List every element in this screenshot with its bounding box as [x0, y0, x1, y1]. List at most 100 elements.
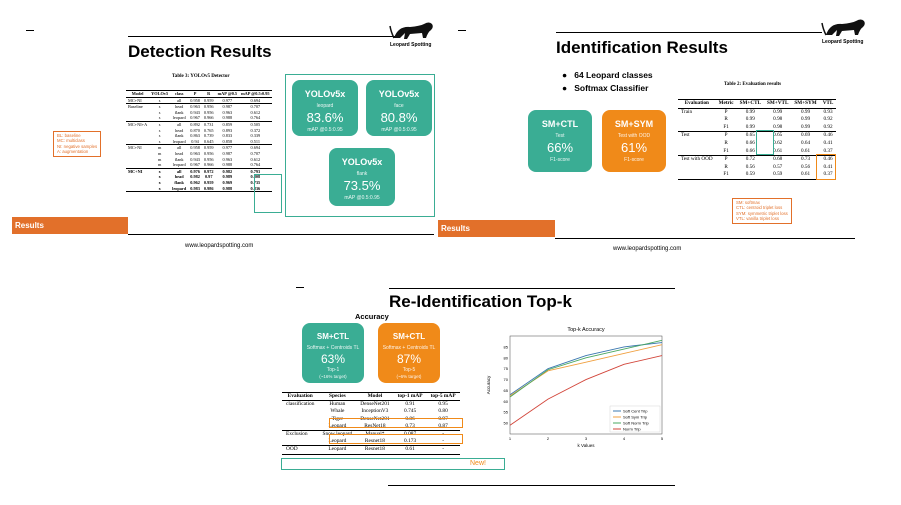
card-value: 73.5% — [343, 178, 381, 194]
footer-line — [555, 238, 855, 239]
table-cell: head — [175, 150, 184, 156]
legend-note: SM: softmax CTL: centroid triplet loss SYM… — [732, 198, 792, 224]
table-cell: 0.956 — [203, 104, 214, 110]
table-cell: Train — [681, 108, 693, 115]
table-row: MC+NI+A s all 0.892 0.731 0.859 0.505 — [126, 121, 272, 127]
results-tab[interactable]: Results — [438, 220, 555, 237]
card-subtitle: face — [394, 102, 404, 109]
table-row: Test with OOD P 0.72 0.68 0.73 0.46 — [678, 155, 837, 164]
table-cell: classification — [286, 401, 315, 408]
table-cell: 0.966 — [203, 115, 214, 121]
x-tick-label: 1 — [509, 436, 512, 441]
table-cell — [282, 423, 318, 431]
column-header: YOLOv5 — [149, 90, 171, 98]
card-title: YOLOv5x — [304, 89, 346, 99]
table-cell: 0.963 — [222, 109, 233, 115]
table-cell: 0.977 — [222, 97, 233, 103]
title-underline — [128, 36, 396, 37]
dash-mark — [296, 287, 304, 288]
table-cell: F1 — [723, 171, 729, 178]
table-cell: 0.65 — [773, 132, 783, 139]
table-cell: MC+NI — [128, 168, 143, 174]
note-line: A: augmentation — [57, 149, 89, 155]
column-header: SM+VTL — [764, 99, 792, 109]
card-title: SM+CTL — [392, 332, 426, 341]
table-cell — [282, 416, 318, 423]
table-cell: 0.65 — [745, 132, 755, 139]
metric-card: SM+CTL Softmax + Centroids TL 63% Top-1 (~16… — [302, 323, 364, 383]
table-cell: 0.99 — [801, 108, 811, 115]
table-cell: m — [157, 162, 162, 168]
ood-highlight — [281, 458, 505, 470]
table-row: Test P 0.65 0.65 0.69 0.46 — [678, 131, 837, 140]
table-cell: InceptionV3 — [361, 408, 389, 415]
sym-highlight — [816, 154, 836, 180]
card-metric: mAP @0.5:0.95 — [307, 126, 343, 133]
table-cell: 0.958 — [190, 97, 200, 103]
table-cell: 0.731 — [203, 121, 214, 127]
results-tab[interactable]: Results — [12, 217, 128, 234]
table-cell: 0.37 — [823, 171, 833, 178]
table-row: Train P 0.99 0.99 0.99 0.93 — [678, 108, 836, 116]
table-cell: head — [174, 174, 184, 180]
table-caption: Table 3: YOLOv5 Detector — [172, 74, 230, 79]
metric-card: YOLOv5x flank 73.5% mAP @0.5:0.95 — [329, 148, 395, 206]
table-cell: Test — [681, 132, 690, 139]
table-cell: R — [724, 163, 728, 170]
table-cell: leopard — [172, 138, 186, 144]
table-cell: leopard — [172, 162, 186, 168]
table-row: classification Human DenseNet201 0.91 0.95 — [282, 401, 460, 409]
column-header: top-1 mAP — [393, 391, 427, 402]
table-cell — [678, 171, 716, 179]
slide-title: Identification Results — [556, 38, 728, 57]
column-header: Model — [126, 90, 150, 98]
table-cell: flank — [174, 109, 184, 115]
series-line — [509, 355, 663, 426]
table-cell: 0.966 — [203, 162, 214, 168]
table-row: s flank 0.863 0.739 0.833 0.339 — [126, 133, 272, 139]
table-cell: 0.977 — [222, 145, 233, 151]
table-cell: 0.943 — [190, 109, 200, 115]
table-cell: 0.989 — [222, 174, 233, 180]
topk-chart-svg: Top-k Accuracy 50 55 60 65 70 75 80 85 1 2 3 4 5 k Val… — [486, 327, 664, 448]
dash-mark — [26, 30, 34, 31]
x-axis-label: k Values — [578, 443, 596, 448]
table-cell: 0.41 — [823, 163, 833, 170]
column-header: top-5 mAP — [426, 391, 460, 402]
table-cell: 0.73 — [405, 422, 415, 429]
table-cell — [678, 116, 716, 124]
y-tick-label: 80 — [504, 355, 509, 360]
table-cell: 0.99 — [773, 108, 783, 115]
table-cell: 0.99 — [745, 123, 755, 130]
column-header: Model — [356, 391, 394, 402]
y-tick-label: 50 — [504, 421, 509, 426]
table-cell: 0.764 — [250, 115, 261, 121]
legend-entry: Soft Cent Trip — [623, 409, 648, 414]
table-cell: 0.969 — [222, 179, 233, 185]
table-cell: 0.707 — [250, 104, 261, 110]
card-value: 80.8% — [380, 110, 418, 126]
table-row: m leopard 0.967 0.966 0.988 0.764 — [126, 162, 272, 168]
table-row: x flank 0.962 0.959 0.969 0.735 — [126, 180, 272, 186]
note-line: SYM: symmetric triplet loss — [736, 210, 788, 216]
table-row: x leopard 0.983 0.986 0.988 0.836 — [126, 186, 272, 192]
note-line: NI: negative samples — [57, 143, 98, 149]
table-cell: - — [442, 446, 445, 453]
table-cell: Resnet18 — [364, 438, 385, 445]
table-row: m head 0.963 0.956 0.987 0.707 — [126, 151, 272, 157]
title-underline — [556, 32, 822, 33]
note-line: MC: multiclass — [57, 138, 85, 144]
table-cell: flank — [174, 133, 184, 139]
metric-card: SM+CTL Test 66% F1-score — [528, 110, 592, 172]
table-cell: Whale — [330, 408, 345, 415]
table-cell: all — [177, 121, 182, 127]
legend-note: BL: baseline MC: multiclass NI: negative s… — [53, 131, 102, 157]
table-cell: P — [724, 108, 728, 115]
table-cell: 0.870 — [190, 127, 200, 133]
table-cell: 0.963 — [222, 156, 233, 162]
table-cell: 0.958 — [190, 145, 200, 151]
series-line — [509, 342, 663, 396]
table-cell: 0.764 — [250, 162, 261, 168]
table-cell: 0.91 — [405, 401, 415, 408]
table-row: s head 0.870 0.765 0.893 0.372 — [126, 128, 272, 134]
